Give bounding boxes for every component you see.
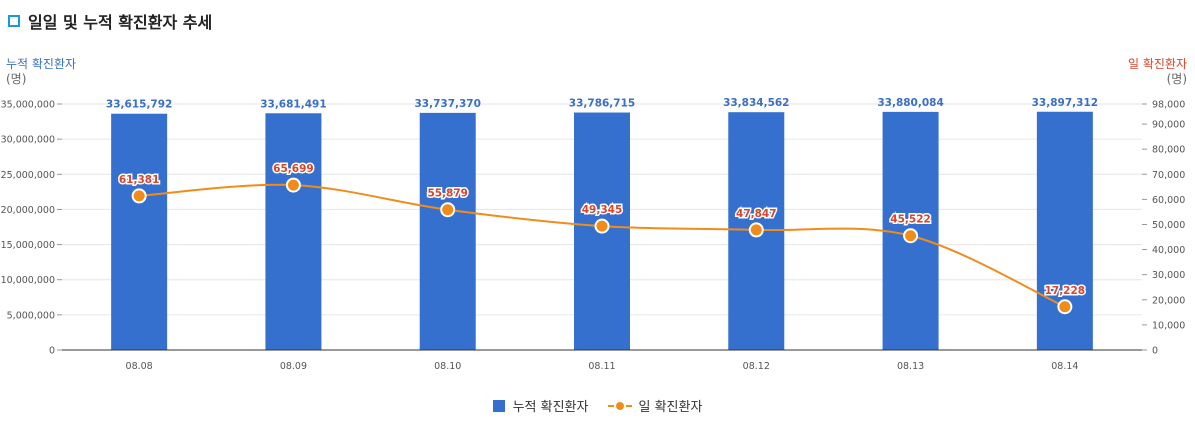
line-point	[594, 218, 610, 234]
bar-label: 33,615,792	[106, 99, 172, 111]
right-tick-label: 10,000	[1152, 320, 1185, 331]
line-label: 47,847	[736, 208, 777, 220]
x-tick-label: 08.14	[1051, 361, 1078, 372]
bar	[1036, 111, 1093, 350]
line-point	[131, 188, 147, 204]
right-tick-label: 50,000	[1152, 220, 1185, 231]
square-bullet-icon	[8, 15, 20, 27]
line-label: 65,699	[273, 163, 314, 175]
left-axis-unit: (명)	[6, 72, 27, 86]
legend-bar-swatch-icon	[492, 399, 505, 412]
right-tick-label: 0	[1152, 346, 1158, 357]
bar	[111, 113, 168, 350]
left-axis-label: 누적 확진환자	[6, 57, 77, 71]
left-axis-title: 누적 확진환자 (명)	[6, 57, 76, 87]
bar-label: 33,834,562	[723, 97, 789, 109]
right-tick-label: 98,000	[1152, 100, 1185, 111]
left-tick-label: 15,000,000	[1, 240, 55, 251]
left-tick-label: 25,000,000	[1, 170, 55, 181]
x-tick-label: 08.09	[280, 361, 307, 372]
line-label: 61,381	[119, 174, 160, 186]
line-label: 45,522	[890, 214, 931, 226]
page-title: 일일 및 누적 확진환자 추세	[28, 13, 213, 32]
x-tick-label: 08.12	[743, 361, 770, 372]
right-tick-label: 20,000	[1152, 295, 1185, 306]
legend-label-cumulative: 누적 확진환자	[512, 400, 589, 415]
bar	[265, 113, 322, 350]
legend-line-swatch-icon	[608, 400, 633, 412]
left-tick-label: 0	[49, 346, 55, 357]
left-tick-label: 35,000,000	[1, 100, 55, 111]
x-tick-label: 08.08	[126, 361, 153, 372]
x-tick-label: 08.10	[434, 361, 461, 372]
chart-title-group: 일일 및 누적 확진환자 추세	[8, 9, 212, 33]
x-tick-label: 08.11	[588, 361, 615, 372]
right-axis-unit: (명)	[1166, 72, 1187, 86]
x-tick-label: 08.13	[897, 361, 924, 372]
line-point	[748, 222, 764, 238]
bar-label: 33,880,084	[877, 97, 943, 109]
right-tick-label: 90,000	[1152, 120, 1185, 131]
line-label: 55,879	[427, 188, 468, 200]
legend-item-cumulative[interactable]: 누적 확진환자	[492, 396, 589, 415]
legend-item-daily[interactable]: 일 확진환자	[608, 396, 702, 415]
left-tick-label: 10,000,000	[1, 275, 55, 286]
bar-label: 33,786,715	[569, 98, 635, 110]
right-tick-label: 30,000	[1152, 270, 1185, 281]
right-tick-label: 80,000	[1152, 145, 1185, 156]
legend-label-daily: 일 확진환자	[638, 400, 703, 415]
right-tick-label: 70,000	[1152, 170, 1185, 181]
bar-label: 33,737,370	[414, 98, 480, 110]
left-tick-label: 5,000,000	[7, 310, 55, 321]
line-point	[903, 228, 919, 244]
line-point	[1057, 299, 1073, 315]
line-point	[440, 202, 456, 218]
line-label: 49,345	[582, 204, 623, 216]
bar	[419, 112, 476, 351]
left-tick-label: 30,000,000	[1, 135, 55, 146]
line-label: 17,228	[1045, 285, 1086, 297]
right-tick-label: 60,000	[1152, 195, 1185, 206]
bar-label: 33,897,312	[1032, 97, 1098, 109]
right-axis-title: 일 확진환자 (명)	[1128, 57, 1187, 87]
right-tick-label: 40,000	[1152, 245, 1185, 256]
bar-label: 33,681,491	[260, 98, 326, 110]
right-axis-label: 일 확진환자	[1127, 57, 1187, 71]
line-point	[285, 177, 301, 193]
left-tick-label: 20,000,000	[1, 205, 55, 216]
chart-legend: 누적 확진환자 일 확진환자	[0, 396, 1195, 415]
